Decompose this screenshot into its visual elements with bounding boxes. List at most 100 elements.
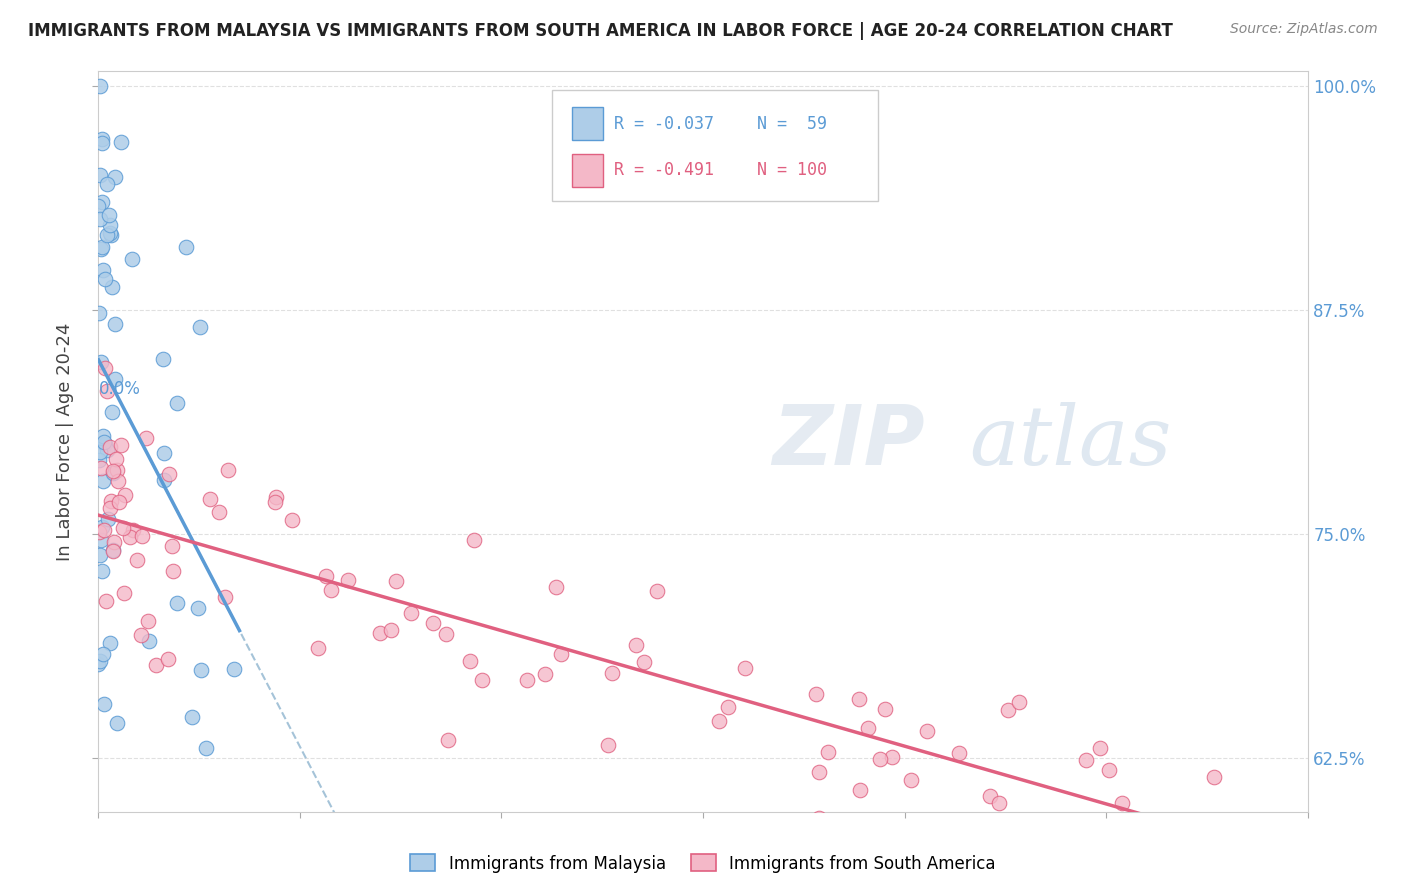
Point bbox=[707, 714, 730, 728]
Point bbox=[1232, 814, 1254, 828]
Point bbox=[1098, 763, 1121, 777]
Point bbox=[471, 673, 494, 688]
Point bbox=[138, 634, 160, 648]
Point bbox=[187, 601, 209, 615]
Point bbox=[145, 658, 167, 673]
Point bbox=[105, 462, 128, 476]
Point bbox=[162, 564, 184, 578]
Point bbox=[1088, 740, 1111, 755]
Point bbox=[1008, 695, 1031, 709]
Point bbox=[157, 467, 180, 482]
Point bbox=[94, 272, 117, 286]
Point bbox=[93, 428, 115, 442]
Point bbox=[90, 564, 112, 578]
Text: N = 100: N = 100 bbox=[758, 161, 827, 179]
Point bbox=[89, 212, 111, 227]
Point bbox=[136, 614, 159, 628]
Point bbox=[385, 574, 408, 589]
FancyBboxPatch shape bbox=[572, 153, 603, 186]
Point bbox=[1170, 814, 1192, 828]
Point bbox=[90, 460, 112, 475]
Point bbox=[869, 752, 891, 766]
Point bbox=[89, 654, 111, 668]
Point bbox=[131, 529, 153, 543]
Point bbox=[281, 513, 304, 527]
Point bbox=[633, 655, 655, 669]
Point bbox=[89, 548, 111, 562]
Point bbox=[315, 568, 337, 582]
Point bbox=[110, 135, 132, 149]
Point bbox=[307, 641, 329, 656]
FancyBboxPatch shape bbox=[572, 107, 603, 140]
Point bbox=[94, 437, 117, 451]
Point bbox=[127, 553, 149, 567]
Point bbox=[207, 505, 229, 519]
Point bbox=[93, 435, 115, 450]
Point bbox=[188, 320, 211, 334]
Text: atlas: atlas bbox=[969, 401, 1171, 482]
Point bbox=[103, 535, 125, 549]
Point bbox=[118, 531, 141, 545]
Point bbox=[808, 765, 831, 780]
Point bbox=[96, 177, 118, 191]
Point bbox=[321, 583, 343, 598]
Point bbox=[437, 732, 460, 747]
Point bbox=[190, 663, 212, 677]
Point bbox=[162, 539, 184, 553]
Point bbox=[91, 520, 114, 534]
Point bbox=[915, 724, 938, 739]
Point bbox=[214, 590, 236, 604]
Point bbox=[848, 782, 870, 797]
Point bbox=[695, 814, 717, 828]
Point bbox=[166, 596, 188, 610]
Point bbox=[98, 440, 121, 454]
Point bbox=[89, 524, 111, 539]
Point bbox=[1198, 814, 1220, 828]
Point bbox=[789, 814, 811, 828]
Point bbox=[100, 405, 122, 419]
Text: ZIP: ZIP bbox=[772, 401, 924, 482]
Point bbox=[647, 584, 669, 599]
Point bbox=[90, 242, 112, 256]
Point bbox=[101, 467, 124, 481]
Point bbox=[806, 687, 828, 701]
Point bbox=[550, 647, 572, 661]
Y-axis label: In Labor Force | Age 20-24: In Labor Force | Age 20-24 bbox=[56, 322, 75, 561]
Point bbox=[463, 533, 485, 547]
Point bbox=[460, 654, 482, 668]
Point bbox=[848, 691, 870, 706]
Point bbox=[135, 431, 157, 445]
Point bbox=[988, 796, 1011, 810]
Point bbox=[90, 240, 112, 254]
Point bbox=[104, 451, 127, 466]
Point bbox=[997, 703, 1019, 717]
Point bbox=[96, 443, 118, 458]
Point bbox=[534, 666, 557, 681]
Point bbox=[112, 521, 135, 535]
Point bbox=[100, 279, 122, 293]
Point bbox=[91, 263, 114, 277]
Point bbox=[107, 474, 129, 488]
Point bbox=[900, 772, 922, 787]
Point bbox=[100, 493, 122, 508]
Point bbox=[516, 673, 538, 687]
Legend: Immigrants from Malaysia, Immigrants from South America: Immigrants from Malaysia, Immigrants fro… bbox=[404, 847, 1002, 880]
Point bbox=[998, 814, 1021, 828]
Point bbox=[882, 750, 904, 764]
Point bbox=[152, 352, 174, 367]
Point bbox=[112, 585, 135, 599]
Point bbox=[217, 463, 239, 477]
Point bbox=[114, 488, 136, 502]
Point bbox=[94, 594, 117, 608]
Point bbox=[101, 543, 124, 558]
Text: R = -0.037: R = -0.037 bbox=[613, 114, 713, 133]
Point bbox=[1202, 771, 1225, 785]
Point bbox=[90, 194, 112, 209]
Point bbox=[96, 384, 118, 398]
Point bbox=[817, 745, 839, 759]
Point bbox=[1111, 796, 1133, 810]
Point bbox=[873, 701, 896, 715]
Point bbox=[979, 789, 1001, 803]
Point bbox=[89, 533, 111, 547]
Point bbox=[856, 721, 879, 735]
